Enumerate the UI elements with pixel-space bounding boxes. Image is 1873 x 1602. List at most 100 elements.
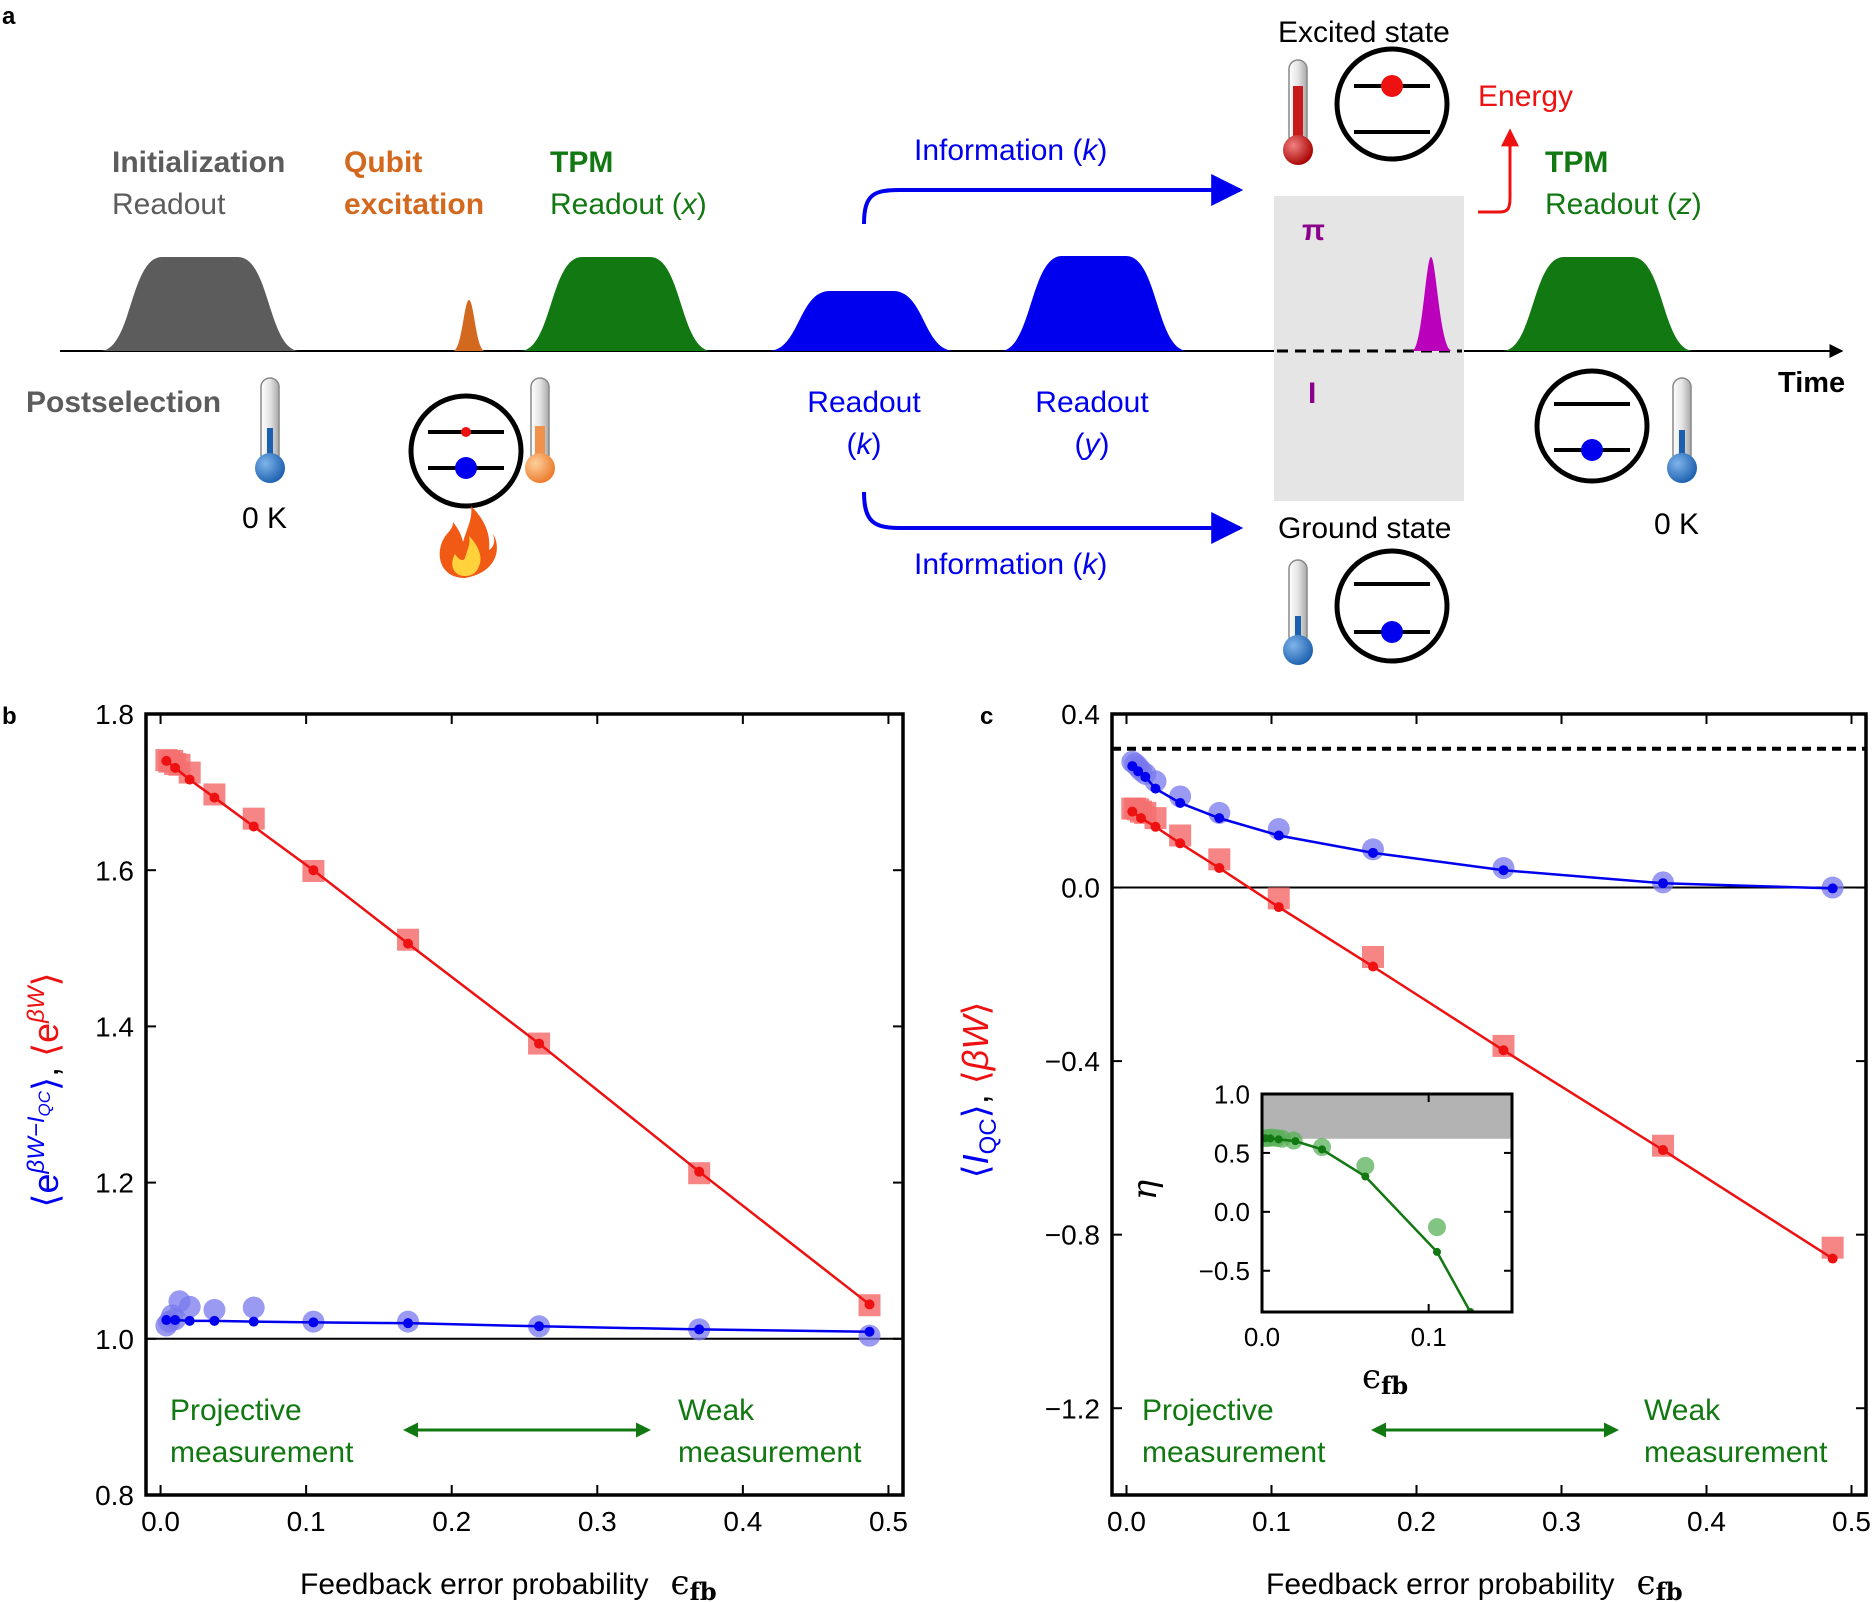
chart-b-plot	[144, 712, 905, 1497]
y-tick-label: −0.4	[1045, 1046, 1100, 1077]
postselection-label: Postselection	[26, 386, 221, 419]
theory-point	[184, 1315, 195, 1326]
b-xlabel-symbol: ϵ	[671, 1563, 690, 1602]
time-label: Time	[1778, 367, 1845, 399]
theory-line	[165, 759, 871, 1306]
c-ann-right-2: measurement	[1644, 1436, 1828, 1469]
tpm1-var: x	[680, 188, 698, 221]
readout-k-var: (k)	[847, 428, 882, 461]
data-point	[242, 1296, 265, 1319]
ground-state-label: Ground state	[1278, 512, 1451, 545]
excited-state-label: Excited state	[1278, 16, 1450, 49]
panel-c: c 0.40.0−0.4−0.8−1.2 0.0 0.1 0.2 0.3 0.4 0.5 …	[955, 699, 1871, 1602]
data-point	[178, 1295, 201, 1318]
readout-k-paren-close: )	[872, 428, 882, 461]
x-tick-label: 0.4	[1687, 1506, 1726, 1537]
b-xlabel-text: Feedback error probability	[300, 1568, 649, 1601]
theory-point	[1827, 883, 1838, 894]
thermometer-icon	[525, 377, 555, 483]
x-tick-label: 0.1	[1411, 1322, 1447, 1352]
theory-point	[1498, 865, 1509, 876]
tpm1-sub-label: Readout (x)	[550, 188, 707, 221]
thermometer-icon	[255, 377, 285, 483]
theory-point	[534, 1321, 545, 1332]
theory-point	[161, 1315, 172, 1326]
chart-c-xticks: 0.0 0.1 0.2 0.3 0.4 0.5	[1107, 714, 1871, 1537]
init-sub-label: Readout	[112, 188, 226, 221]
y-tick-label: 0.5	[1214, 1138, 1250, 1168]
theory-point	[1368, 961, 1378, 972]
b-ylabel-sup: βW−I	[23, 1116, 50, 1174]
x-tick-label: 0.5	[869, 1506, 908, 1537]
data-point	[1169, 785, 1192, 808]
tpm1-label: TPM	[550, 146, 613, 179]
b-ylabel-comma: ,	[25, 1057, 66, 1077]
readout-y-var: (y)	[1075, 428, 1110, 461]
y-tick-label: −0.8	[1045, 1220, 1100, 1251]
y-tick-label: 0.8	[95, 1480, 134, 1511]
theory-point	[1368, 847, 1378, 858]
b-ylabel-red-sup: βW	[23, 984, 50, 1024]
x-tick-label: 0.0	[141, 1506, 180, 1537]
info-arrow-top	[862, 174, 1244, 225]
c-ylabel-sub: QC	[975, 1118, 1002, 1154]
tpm2-sub-text: Readout	[1545, 188, 1667, 221]
theory-line	[1131, 810, 1834, 1260]
b-ylabel-close-red: ⟩	[25, 972, 66, 986]
x-tick-label: 0.2	[1397, 1506, 1436, 1537]
theory-point	[1150, 783, 1161, 794]
x-tick-label: 0.1	[1252, 1506, 1291, 1537]
theory-point	[1498, 1045, 1509, 1056]
pi-gate-label: π	[1302, 214, 1325, 247]
b-ann-right-2: measurement	[678, 1436, 862, 1469]
x-tick-label: 0.1	[287, 1506, 326, 1537]
energy-arrow	[1478, 128, 1519, 214]
data-point	[242, 807, 265, 830]
chart-b-xticks: 0.0 0.1 0.2 0.3 0.4 0.5	[141, 714, 908, 1537]
theory-point	[1175, 797, 1186, 808]
theory-point	[403, 938, 414, 949]
theory-point	[161, 755, 172, 766]
x-tick-label: 0.0	[1244, 1322, 1280, 1352]
info-top-var: k	[1082, 134, 1099, 167]
b-ann-left-1: Projective	[170, 1394, 302, 1427]
theory-point	[1658, 1145, 1668, 1156]
panel-label-b: b	[2, 703, 17, 730]
energy-label: Energy	[1478, 80, 1573, 113]
theory-point	[1140, 771, 1151, 782]
init-label: Initialization	[112, 146, 285, 179]
inset-yticks: 1.0 0.5 0.0 −0.5	[1199, 1079, 1512, 1286]
theory-point	[1318, 1145, 1326, 1154]
chart-c-xlabel: Feedback error probability ϵfb	[1266, 1563, 1683, 1602]
x-tick-label: 0.4	[723, 1506, 762, 1537]
x-tick-label: 0.3	[1542, 1506, 1581, 1537]
tpm2-label: TPM	[1545, 146, 1608, 179]
theory-line	[1131, 765, 1833, 890]
tpm1-paren-open: (	[672, 188, 682, 221]
ground-state-icon	[1334, 548, 1450, 664]
theory-point	[1291, 1137, 1300, 1146]
chart-b-ylabel: ⟨eβW−IQC⟩, ⟨eβW⟩	[23, 972, 66, 1207]
info-bottom-text: Information	[914, 548, 1072, 581]
info-top-label: Information (k)	[914, 134, 1107, 167]
theory-point	[1214, 863, 1225, 874]
theory-point	[308, 1317, 319, 1328]
theory-point	[1658, 878, 1668, 889]
theory-point	[1274, 1135, 1283, 1144]
theory-point	[184, 774, 195, 785]
series-group	[1121, 750, 1844, 1264]
y-tick-label: 1.2	[95, 1168, 134, 1199]
info-bottom-paren-open: (	[1072, 548, 1082, 581]
plot-frame	[1260, 1092, 1514, 1314]
info-arrow-bottom	[862, 491, 1244, 544]
b-ylabel-sup-sub: QC	[35, 1090, 54, 1116]
theory-point	[209, 1315, 220, 1326]
theory-point	[170, 1315, 181, 1326]
data-point	[1356, 1156, 1375, 1175]
chart-c-plot	[1110, 712, 1868, 1497]
x-tick-label: 0.2	[432, 1506, 471, 1537]
chart-b-yticks: 0.8 1.0 1.2 1.4 1.6 1.8	[95, 699, 903, 1511]
info-bottom-var: k	[1082, 548, 1099, 581]
tpm2-var: z	[1676, 188, 1692, 221]
inset-shaded-region	[1262, 1094, 1512, 1139]
